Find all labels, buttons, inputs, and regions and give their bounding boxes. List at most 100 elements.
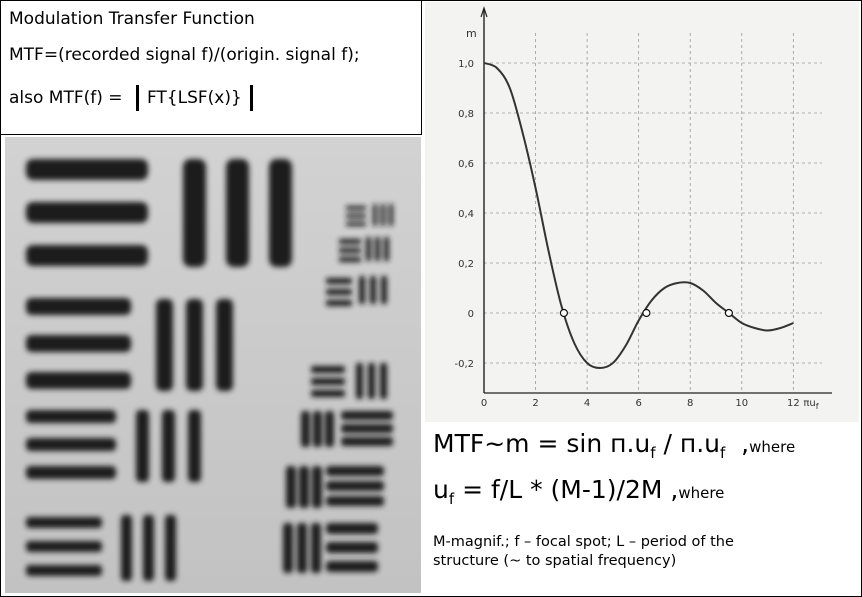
target-bar <box>326 466 384 476</box>
target-bar <box>226 159 249 267</box>
text: also MTF(f) = <box>9 88 128 108</box>
target-bar <box>26 335 131 352</box>
target-bar <box>389 204 393 226</box>
target-bar <box>339 257 361 262</box>
formula-text: / п.u <box>656 429 720 458</box>
target-bar <box>26 565 102 576</box>
zero-marker <box>560 310 567 317</box>
target-bar <box>370 276 376 304</box>
target-bar <box>286 466 296 508</box>
target-bar <box>26 466 116 479</box>
expression: FT{LSF(x)} <box>147 88 242 108</box>
formula-text: = f/L * (M-1)/2M , <box>454 475 678 504</box>
y-tick-label: 0,2 <box>458 259 474 270</box>
y-axis-label: m <box>466 27 477 40</box>
target-bar <box>366 237 371 261</box>
zero-marker <box>643 310 650 317</box>
target-bar <box>26 202 148 223</box>
abs-bar <box>250 85 253 111</box>
target-bar <box>136 410 149 482</box>
target-bar <box>359 276 365 304</box>
target-bar <box>165 515 176 581</box>
target-bar <box>186 299 203 391</box>
definition: MTF=(recorded signal f)/(origin. signal … <box>9 45 360 65</box>
target-bar <box>26 410 116 423</box>
target-bar <box>375 237 380 261</box>
target-bar <box>162 410 175 482</box>
target-bar <box>341 411 393 420</box>
target-bar <box>326 278 352 284</box>
zero-marker <box>725 310 732 317</box>
target-bar <box>183 159 206 267</box>
target-bar <box>356 363 363 399</box>
target-bar <box>381 276 387 304</box>
title: Modulation Transfer Function <box>9 9 255 29</box>
target-bar <box>297 523 307 573</box>
y-tick-label: 0 <box>468 309 474 320</box>
slide: Modulation Transfer Function MTF=(record… <box>0 0 862 597</box>
target-bar <box>26 541 102 552</box>
target-bar <box>381 204 385 226</box>
formula-2: uf = f/L * (M-1)/2M ,where <box>433 475 724 508</box>
x-tick-label: 4 <box>584 398 590 409</box>
target-bar <box>341 424 393 433</box>
definition-2: also MTF(f) = FT{LSF(x)} <box>9 85 261 111</box>
where: where <box>678 484 724 502</box>
target-bar <box>26 245 148 266</box>
x-tick-label: 6 <box>635 398 641 409</box>
mtf-chart: 1,0 0,8 0,6 0,4 0,2 0 -0,2 0 2 4 6 8 10 12 m πuf <box>425 2 859 422</box>
target-bar <box>368 363 375 399</box>
target-bar <box>326 481 384 491</box>
target-bar <box>326 542 378 553</box>
target-bar <box>299 466 309 508</box>
target-bar <box>341 437 393 446</box>
y-tick-label: 0,4 <box>458 209 474 220</box>
target-bar <box>380 363 387 399</box>
target-bar <box>26 438 116 451</box>
target-bar <box>311 366 345 373</box>
x-axis-label-sub: f <box>816 402 819 411</box>
y-tick-label: -0,2 <box>454 359 474 370</box>
target-bar <box>26 372 131 389</box>
formula-text: , <box>725 429 749 458</box>
x-tick-label: 2 <box>532 398 538 409</box>
target-bar <box>325 411 334 447</box>
target-bar <box>216 299 233 391</box>
note-line: structure (~ to spatial frequency) <box>433 553 676 569</box>
target-bar <box>26 517 102 528</box>
target-bar <box>326 523 378 534</box>
formula-1: MTF~m = sin п.uf / п.uf ,where <box>433 429 795 462</box>
target-bar <box>373 204 377 226</box>
target-bar <box>346 206 366 210</box>
target-bar <box>283 523 293 573</box>
target-bar <box>313 411 322 447</box>
y-tick-label: 0,6 <box>458 159 474 170</box>
target-bar <box>121 515 132 581</box>
x-tick-label: 0 <box>481 398 487 409</box>
target-bar <box>301 411 310 447</box>
x-tick-label: 8 <box>687 398 693 409</box>
target-bar <box>143 515 154 581</box>
target-bar <box>326 300 352 306</box>
target-bar <box>326 289 352 295</box>
target-bar <box>326 561 378 572</box>
target-bar <box>311 390 345 397</box>
target-bar <box>156 299 173 391</box>
target-bar <box>384 237 389 261</box>
target-bar <box>339 239 361 244</box>
target-bar <box>326 496 384 506</box>
target-bar <box>269 159 292 267</box>
target-bar <box>311 378 345 385</box>
y-tick-label: 1,0 <box>458 59 474 70</box>
resolution-target <box>5 137 421 593</box>
target-bar <box>26 159 148 180</box>
x-axis-label-main: πu <box>803 398 815 409</box>
target-bar <box>346 214 366 218</box>
x-tick-label: 12 <box>787 398 800 409</box>
target-bar <box>26 298 131 315</box>
x-tick-label: 10 <box>735 398 748 409</box>
note-line: M-magnif.; f – focal spot; L – period of… <box>433 534 734 550</box>
y-tick-label: 0,8 <box>458 109 474 120</box>
target-bar <box>312 466 322 508</box>
formula-text: u <box>433 475 449 504</box>
